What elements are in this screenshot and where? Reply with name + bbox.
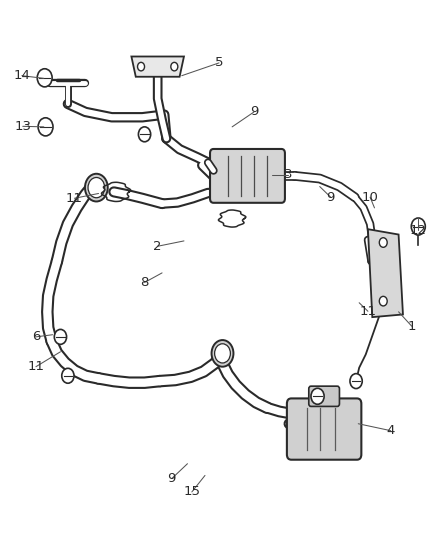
Text: 10: 10 [362,191,378,204]
Text: 1: 1 [407,320,416,333]
Ellipse shape [215,344,230,363]
Circle shape [311,388,324,404]
Text: 8: 8 [140,276,149,289]
Text: 9: 9 [250,106,258,118]
FancyBboxPatch shape [287,399,361,459]
Ellipse shape [88,177,105,198]
Text: 11: 11 [360,305,376,318]
Circle shape [171,62,178,71]
Polygon shape [131,56,184,77]
Text: 15: 15 [184,486,200,498]
Text: 6: 6 [32,330,40,343]
Circle shape [54,329,67,344]
Text: 11: 11 [66,192,83,205]
Text: 9: 9 [167,472,176,485]
Circle shape [62,368,74,383]
Circle shape [379,296,387,306]
Text: 13: 13 [14,120,31,133]
Circle shape [379,238,387,247]
Text: 2: 2 [153,240,162,253]
Text: 5: 5 [215,56,223,69]
Text: 14: 14 [14,69,30,82]
Polygon shape [368,229,403,317]
Circle shape [37,69,52,87]
Circle shape [350,374,362,389]
Ellipse shape [85,174,108,201]
FancyBboxPatch shape [309,386,339,406]
Text: 11: 11 [28,360,44,373]
Circle shape [411,218,425,235]
Circle shape [138,62,145,71]
FancyBboxPatch shape [210,149,285,203]
Circle shape [38,118,53,136]
Circle shape [138,127,151,142]
Ellipse shape [212,340,233,367]
Text: 9: 9 [326,191,335,204]
Text: 4: 4 [386,424,395,437]
Text: 12: 12 [410,224,427,237]
Text: 3: 3 [284,168,293,181]
